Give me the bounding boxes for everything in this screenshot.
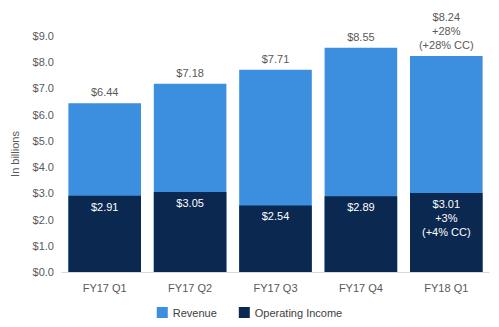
svg-text:FY17 Q4: FY17 Q4	[339, 282, 383, 294]
svg-text:FY17 Q2: FY17 Q2	[168, 282, 212, 294]
svg-text:$4.0: $4.0	[33, 161, 54, 173]
svg-text:+3%: +3%	[435, 212, 458, 224]
svg-text:In billions: In billions	[9, 131, 21, 177]
svg-text:+28%: +28%	[432, 25, 461, 37]
svg-text:$9.0: $9.0	[33, 30, 54, 42]
svg-text:$8.55: $8.55	[347, 31, 375, 43]
svg-text:$8.24: $8.24	[433, 11, 461, 23]
svg-text:$5.0: $5.0	[33, 135, 54, 147]
svg-text:(+28% CC): (+28% CC)	[419, 39, 474, 51]
svg-text:$2.0: $2.0	[33, 214, 54, 226]
svg-text:$3.05: $3.05	[176, 197, 204, 209]
svg-text:(+4% CC): (+4% CC)	[422, 226, 471, 238]
svg-text:Operating Income: Operating Income	[255, 307, 342, 319]
svg-text:FY17 Q3: FY17 Q3	[253, 282, 297, 294]
svg-text:$7.18: $7.18	[176, 67, 204, 79]
svg-text:$2.91: $2.91	[91, 201, 119, 213]
svg-text:$3.01: $3.01	[433, 198, 461, 210]
svg-text:$7.0: $7.0	[33, 82, 54, 94]
svg-text:$0.0: $0.0	[33, 266, 54, 278]
svg-text:$6.0: $6.0	[33, 109, 54, 121]
svg-text:$1.0: $1.0	[33, 240, 54, 252]
svg-text:FY18 Q1: FY18 Q1	[424, 282, 468, 294]
svg-text:$8.0: $8.0	[33, 56, 54, 68]
svg-text:$6.44: $6.44	[91, 86, 119, 98]
svg-text:$3.0: $3.0	[33, 187, 54, 199]
svg-text:$7.71: $7.71	[262, 53, 290, 65]
svg-text:FY17 Q1: FY17 Q1	[83, 282, 127, 294]
svg-text:$2.54: $2.54	[262, 210, 290, 222]
svg-text:Revenue: Revenue	[173, 307, 217, 319]
svg-text:$2.89: $2.89	[347, 201, 375, 213]
